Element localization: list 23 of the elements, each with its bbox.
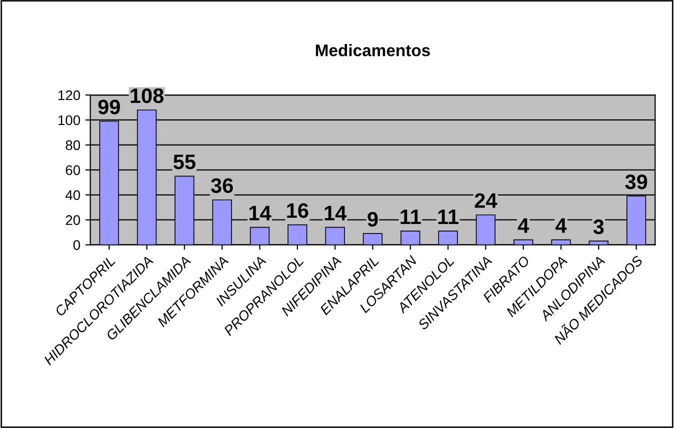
data-label: 11 xyxy=(438,210,458,224)
data-label: 36 xyxy=(211,178,233,194)
data-label: 4 xyxy=(518,218,530,233)
y-tick-label: 120 xyxy=(58,90,80,100)
data-label: 99 xyxy=(98,100,120,114)
data-label: 9 xyxy=(368,212,378,227)
y-tick-label: 40 xyxy=(65,190,80,200)
data-label: 16 xyxy=(287,203,308,218)
data-label: 11 xyxy=(400,210,421,224)
chart-title: Medicamentos xyxy=(316,44,430,56)
y-tick-label: 100 xyxy=(58,115,80,126)
y-tick-label: 80 xyxy=(66,140,80,150)
data-label: 4 xyxy=(556,218,567,233)
data-label: 3 xyxy=(593,219,604,234)
y-tick-label: 60 xyxy=(66,165,80,176)
data-label: 39 xyxy=(625,174,648,190)
data-label: 14 xyxy=(249,206,272,220)
data-label: 108 xyxy=(130,88,164,104)
data-label: 55 xyxy=(174,154,196,170)
data-label: 24 xyxy=(474,193,498,208)
data-label: 14 xyxy=(324,206,347,220)
y-tick-label: 0 xyxy=(73,240,80,250)
y-tick-label: 20 xyxy=(66,215,80,226)
